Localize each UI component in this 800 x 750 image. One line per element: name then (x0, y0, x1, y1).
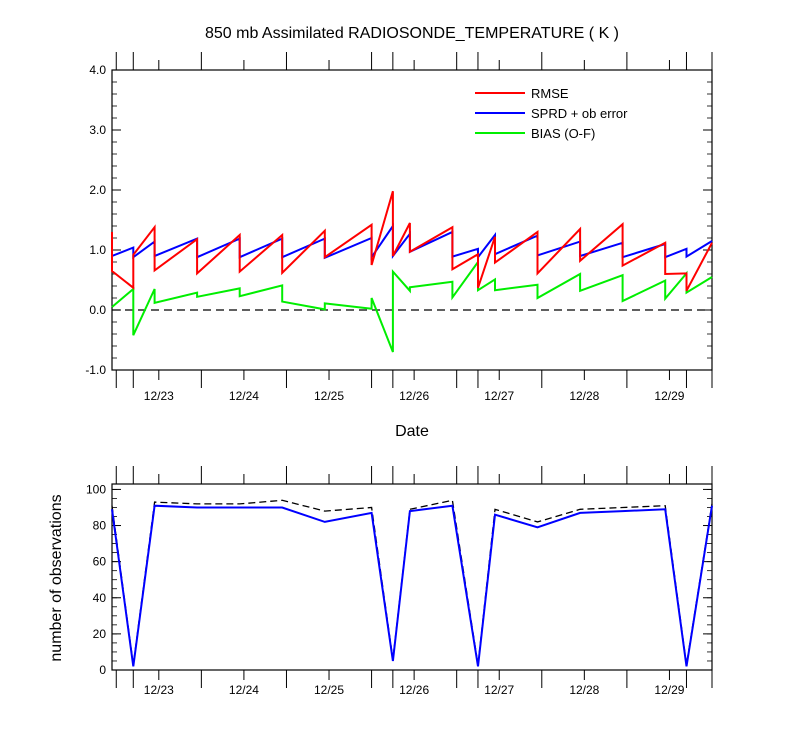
y-tick-label: 80 (93, 519, 107, 533)
x-tick-label: 12/25 (314, 683, 344, 697)
y-tick-label: 60 (93, 555, 107, 569)
y-tick-label: 20 (93, 627, 107, 641)
plot-frame (111, 483, 713, 671)
x-tick-label: 12/25 (314, 389, 344, 403)
y-tick-label: 100 (86, 482, 106, 496)
x-tick-label: 12/27 (484, 683, 514, 697)
y-tick-label: 0.0 (89, 303, 106, 317)
y-tick-label: 0 (99, 663, 106, 677)
x-tick-label: 12/26 (399, 389, 429, 403)
top-chart-title: 850 mb Assimilated RADIOSONDE_TEMPERATUR… (205, 25, 619, 42)
x-tick-label: 12/27 (484, 389, 514, 403)
x-tick-label: 12/24 (229, 683, 259, 697)
series-line-rmse (111, 190, 713, 292)
x-tick-label: 12/28 (569, 683, 599, 697)
series-line-bias-o-f (111, 258, 713, 353)
y-tick-label: 40 (93, 591, 107, 605)
y-tick-label: 1.0 (89, 243, 106, 257)
y-tick-label: 2.0 (89, 183, 106, 197)
bottom-chart: 0 20 40 60 80 100 12/23 12/24 12/25 12/26 12/27 12/… (86, 466, 713, 697)
x-tick-label: 12/26 (399, 683, 429, 697)
x-tick-label: 12/23 (144, 389, 174, 403)
x-tick-label: 12/24 (229, 389, 259, 403)
bottom-chart-y-axis-label: number of observations (48, 494, 65, 661)
legend-label: SPRD + ob error (531, 106, 628, 121)
series-line-possible-observations (111, 499, 713, 665)
legend-label: BIAS (O-F) (531, 126, 595, 141)
y-tick-label: 4.0 (89, 63, 106, 77)
x-tick-label: 12/28 (569, 389, 599, 403)
y-tick-label: 3.0 (89, 123, 106, 137)
plot-frame (111, 69, 713, 371)
x-tick-label: 12/29 (654, 683, 684, 697)
legend: RMSE SPRD + ob error BIAS (O-F) (475, 86, 628, 141)
x-tick-label: 12/29 (654, 389, 684, 403)
series-line-used-observations (111, 504, 713, 667)
top-chart: -1.0 0.0 1.0 2.0 3.0 4.0 12/23 12/24 12/25 12/26 1… (85, 52, 713, 403)
top-chart-x-axis-label: Date (395, 423, 429, 440)
x-tick-label: 12/23 (144, 683, 174, 697)
legend-label: RMSE (531, 86, 569, 101)
y-tick-label: -1.0 (85, 363, 106, 377)
